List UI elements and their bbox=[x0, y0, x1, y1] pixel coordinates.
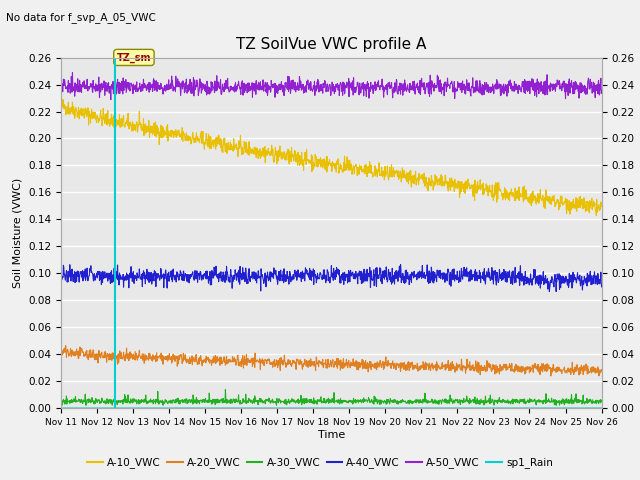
Y-axis label: Soil Moisture (VWC): Soil Moisture (VWC) bbox=[12, 178, 22, 288]
Text: TZ_sm: TZ_sm bbox=[116, 52, 151, 62]
Title: TZ SoilVue VWC profile A: TZ SoilVue VWC profile A bbox=[236, 37, 426, 52]
Text: No data for f_svp_A_05_VWC: No data for f_svp_A_05_VWC bbox=[6, 12, 156, 23]
Legend: A-10_VWC, A-20_VWC, A-30_VWC, A-40_VWC, A-50_VWC, sp1_Rain: A-10_VWC, A-20_VWC, A-30_VWC, A-40_VWC, … bbox=[83, 453, 557, 472]
X-axis label: Time: Time bbox=[317, 430, 345, 440]
